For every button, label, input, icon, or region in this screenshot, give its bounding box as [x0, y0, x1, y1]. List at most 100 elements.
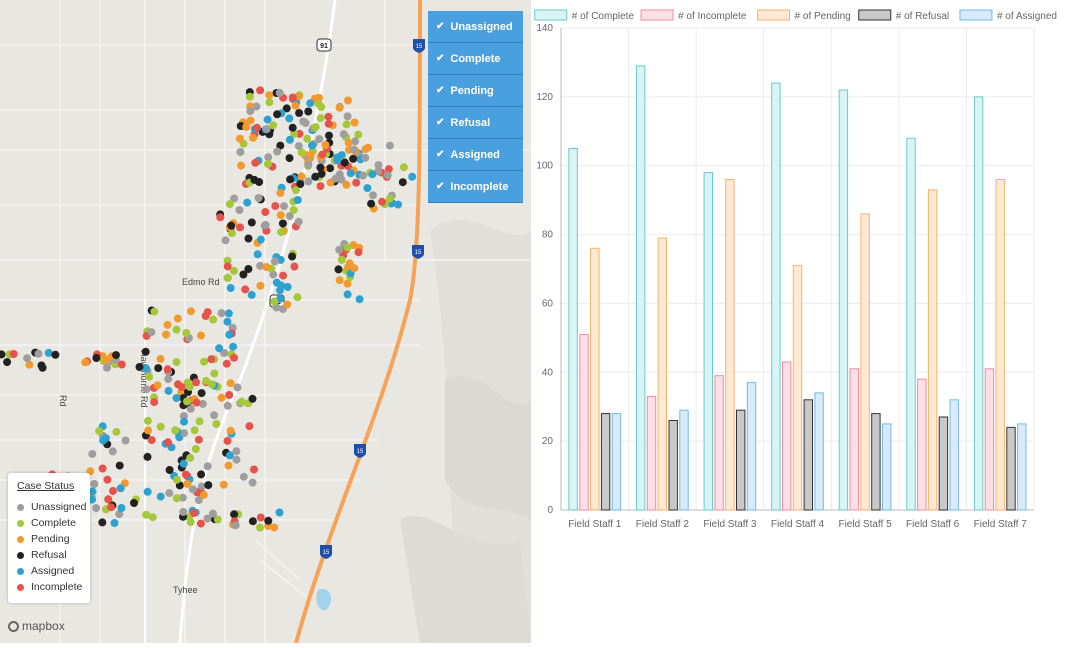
case-point[interactable] — [217, 393, 226, 402]
case-point[interactable] — [324, 119, 333, 128]
case-point[interactable] — [90, 479, 99, 488]
case-point[interactable] — [292, 186, 300, 195]
case-point[interactable] — [225, 451, 234, 460]
case-point[interactable] — [196, 519, 205, 528]
case-point[interactable] — [37, 361, 46, 370]
case-point[interactable] — [98, 518, 107, 527]
case-point[interactable] — [148, 513, 157, 522]
case-point[interactable] — [253, 123, 261, 132]
case-point[interactable] — [265, 98, 274, 107]
case-point[interactable] — [241, 285, 250, 294]
case-point[interactable] — [367, 199, 376, 208]
case-point[interactable] — [242, 122, 251, 131]
case-point[interactable] — [197, 331, 205, 340]
case-point[interactable] — [101, 434, 110, 443]
case-point[interactable] — [325, 131, 333, 140]
case-point[interactable] — [343, 279, 352, 288]
case-point[interactable] — [342, 180, 351, 189]
case-point[interactable] — [210, 411, 219, 420]
case-point[interactable] — [248, 517, 257, 526]
case-point[interactable] — [143, 416, 152, 425]
case-point[interactable] — [192, 378, 200, 387]
case-point[interactable] — [331, 174, 340, 183]
case-point[interactable] — [385, 194, 394, 203]
case-point[interactable] — [172, 475, 181, 484]
case-point[interactable] — [270, 297, 279, 306]
case-point[interactable] — [172, 358, 181, 367]
case-points[interactable] — [0, 86, 417, 532]
case-point[interactable] — [344, 96, 352, 105]
case-point[interactable] — [335, 276, 344, 285]
case-point[interactable] — [117, 504, 126, 512]
case-point[interactable] — [92, 504, 101, 513]
case-point[interactable] — [25, 360, 34, 369]
case-point[interactable] — [276, 189, 285, 197]
filter-button-complete[interactable]: ✔ Complete — [428, 43, 523, 75]
case-point[interactable] — [226, 284, 235, 292]
case-point[interactable] — [324, 112, 333, 121]
case-point[interactable] — [112, 427, 121, 436]
case-point[interactable] — [195, 417, 204, 426]
case-point[interactable] — [252, 102, 261, 111]
case-point[interactable] — [92, 354, 101, 362]
case-point[interactable] — [219, 480, 228, 489]
case-point[interactable] — [162, 330, 171, 339]
case-point[interactable] — [368, 170, 377, 179]
case-point[interactable] — [202, 376, 211, 385]
case-point[interactable] — [296, 180, 305, 189]
case-point[interactable] — [112, 351, 120, 360]
case-point[interactable] — [265, 91, 274, 100]
case-point[interactable] — [399, 163, 408, 172]
case-point[interactable] — [172, 325, 181, 334]
case-point[interactable] — [164, 438, 172, 447]
case-point[interactable] — [223, 401, 232, 410]
case-point[interactable] — [250, 465, 258, 474]
case-point[interactable] — [200, 357, 208, 366]
case-point[interactable] — [145, 372, 154, 381]
case-point[interactable] — [226, 379, 235, 388]
case-point[interactable] — [135, 363, 144, 371]
case-point[interactable] — [378, 197, 387, 206]
case-point[interactable] — [297, 172, 306, 181]
case-point[interactable] — [290, 262, 299, 271]
case-point[interactable] — [121, 436, 130, 445]
case-point[interactable] — [190, 509, 199, 517]
case-point[interactable] — [321, 141, 330, 149]
case-map[interactable]: 91 91 15 15 15 15 Edmo Rd Hawthorne Rd R… — [0, 0, 531, 643]
case-point[interactable] — [236, 223, 244, 232]
case-point[interactable] — [263, 115, 272, 124]
case-point[interactable] — [115, 510, 124, 519]
case-point[interactable] — [247, 290, 256, 299]
case-point[interactable] — [215, 344, 224, 353]
case-point[interactable] — [248, 394, 257, 403]
case-point[interactable] — [335, 245, 344, 254]
case-point[interactable] — [276, 141, 285, 150]
case-point[interactable] — [254, 194, 263, 202]
case-point[interactable] — [343, 290, 352, 299]
case-point[interactable] — [337, 255, 346, 264]
case-point[interactable] — [222, 359, 231, 368]
case-point[interactable] — [130, 499, 138, 507]
case-point[interactable] — [351, 137, 360, 146]
case-point[interactable] — [231, 521, 240, 530]
case-point[interactable] — [340, 158, 349, 167]
case-point[interactable] — [199, 490, 208, 499]
case-point[interactable] — [349, 154, 358, 163]
case-point[interactable] — [364, 143, 373, 152]
filter-button-pending[interactable]: ✔ Pending — [428, 75, 523, 107]
case-point[interactable] — [104, 495, 113, 504]
case-point[interactable] — [109, 487, 117, 495]
case-point[interactable] — [232, 447, 241, 456]
case-point[interactable] — [350, 118, 359, 127]
case-point[interactable] — [318, 150, 327, 159]
case-point[interactable] — [203, 462, 212, 471]
case-point[interactable] — [230, 353, 238, 362]
case-point[interactable] — [394, 200, 403, 209]
case-point[interactable] — [197, 470, 206, 479]
case-point[interactable] — [141, 347, 150, 356]
case-point[interactable] — [192, 398, 201, 407]
case-point[interactable] — [153, 381, 162, 390]
case-point[interactable] — [285, 154, 294, 163]
case-point[interactable] — [239, 270, 248, 279]
case-point[interactable] — [220, 349, 229, 357]
